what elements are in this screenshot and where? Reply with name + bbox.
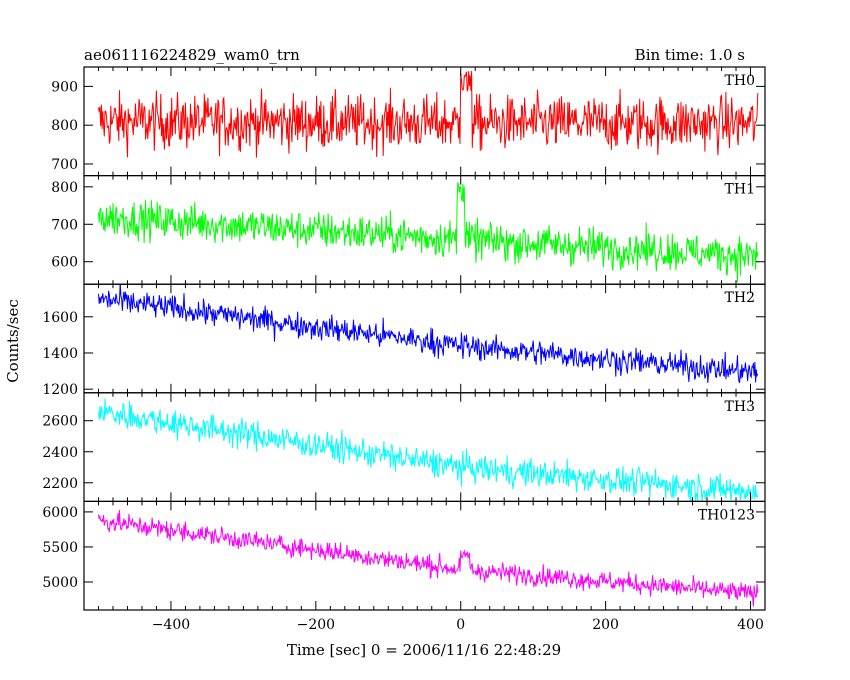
panel-frame-th1 bbox=[83, 175, 766, 285]
y-tick-label-th0123: 5000 bbox=[42, 575, 78, 591]
x-tick-label: 400 bbox=[737, 617, 764, 633]
series-line-th2 bbox=[98, 284, 759, 384]
panels-group: 700 800 900 TH0 600 700 800 TH1 1200 1400 1600 TH2 2… bbox=[42, 66, 766, 633]
x-tick-label: 200 bbox=[592, 617, 619, 633]
y-axis-label: Counts/sec bbox=[4, 299, 22, 383]
y-tick-label-th3: 2200 bbox=[42, 476, 78, 492]
bin-time-label: Bin time: 1.0 s bbox=[635, 46, 745, 64]
y-tick-label-th1: 800 bbox=[51, 180, 78, 196]
y-tick-label-th1: 600 bbox=[51, 255, 78, 271]
x-axis-label: Time [sec] 0 = 2006/11/16 22:48:29 bbox=[287, 641, 561, 659]
y-tick-label-th2: 1400 bbox=[42, 346, 78, 362]
panel-name-th0: TH0 bbox=[725, 73, 755, 89]
y-tick-label-th3: 2600 bbox=[42, 414, 78, 430]
x-tick-label: 0 bbox=[456, 617, 465, 633]
plot-title: ae061116224829_wam0_trn bbox=[84, 46, 300, 64]
y-tick-label-th0: 900 bbox=[51, 79, 78, 95]
y-tick-label-th2: 1600 bbox=[42, 310, 78, 326]
series-line-th3 bbox=[98, 398, 759, 502]
x-tick-label: −200 bbox=[297, 617, 335, 633]
y-tick-label-th0123: 5500 bbox=[42, 540, 78, 556]
panel-name-th3: TH3 bbox=[725, 399, 755, 415]
series-line-th1 bbox=[98, 182, 759, 282]
x-tick-label: −400 bbox=[152, 617, 190, 633]
y-tick-label-th0: 800 bbox=[51, 118, 78, 134]
series-line-th0 bbox=[98, 70, 759, 158]
y-tick-label-th0: 700 bbox=[51, 157, 78, 173]
panel-frame-th2 bbox=[83, 283, 766, 394]
y-tick-label-th0123: 6000 bbox=[42, 505, 78, 521]
y-tick-label-th3: 2400 bbox=[42, 445, 78, 461]
y-tick-label-th1: 700 bbox=[51, 217, 78, 233]
panel-name-th1: TH1 bbox=[725, 182, 755, 198]
panel-name-th2: TH2 bbox=[725, 290, 755, 306]
series-line-th0123 bbox=[98, 509, 759, 607]
panel-frame-th0123 bbox=[83, 500, 766, 611]
y-tick-label-th2: 1200 bbox=[42, 382, 78, 398]
panel-name-th0123: TH0123 bbox=[698, 507, 755, 523]
